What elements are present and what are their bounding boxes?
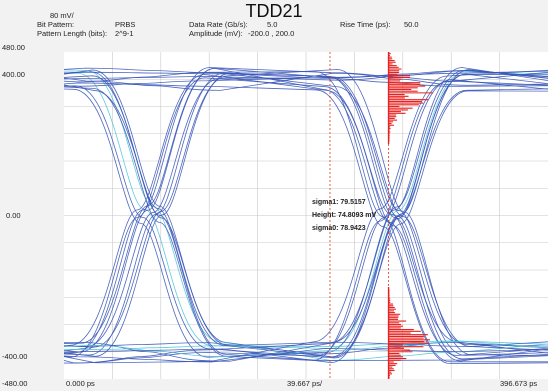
amplitude-value: -200.0 , 200.0 [248,29,295,38]
eye-trace [64,71,548,361]
bit-pattern-value: PRBS [115,20,136,29]
pattern-length-value: 2^9-1 [115,29,134,38]
y-tick-label: 0.00 [6,211,21,220]
eye-diagram-plot [64,52,548,379]
sigma0-annotation: sigma0: 78.9423 [312,225,366,232]
y-tick-label: -400.00 [2,352,28,361]
eye-trace [64,67,548,356]
eye-trace [64,72,548,91]
x-tick-label: 39.667 ps/ [287,379,323,388]
eye-trace [64,73,548,360]
rise-time-value: 50.0 [404,20,419,29]
bit-pattern-label: Bit Pattern: [37,20,75,29]
eye-trace [64,69,548,362]
eye-trace [64,348,548,363]
eye-trace [64,82,548,365]
height-annotation: Height: 74.8093 mV [312,212,377,219]
eye-trace [64,70,548,81]
data-rate-label: Data Rate (Gb/s): [189,20,248,29]
y-tick-label: 480.00 [2,43,25,52]
eye-trace [64,67,548,356]
eye-trace [64,71,548,358]
x-tick-label: 0.000 ps [66,379,95,388]
chart-title: TDD21 [245,1,303,21]
eye-trace [64,69,548,356]
y-tick-label: 400.00 [2,70,25,79]
y-tick-label: -480.00 [2,379,28,388]
scale-per-division: 80 mV/ [50,11,74,20]
eye-trace [64,70,548,87]
eye-trace [64,74,548,362]
eye-trace [64,67,548,354]
eye-trace [64,75,548,362]
eye-trace [64,73,548,363]
histogram [387,52,434,379]
eye-trace [64,342,548,355]
eye-trace [64,71,548,347]
eye-trace [64,70,548,364]
eye-trace [64,71,548,349]
eye-trace [64,84,548,346]
data-rate-value: 5.0 [267,20,278,29]
eye-traces [64,67,548,365]
eye-trace [64,79,548,364]
eye-trace [64,67,548,358]
eye-trace [64,341,548,364]
eye-trace [64,69,548,359]
pattern-length-label: Pattern Length (bits): [37,29,108,38]
eye-trace [64,69,548,348]
amplitude-label: Amplitude (mV): [189,29,243,38]
x-tick-label: 396.673 ps [500,379,538,388]
eye-trace [64,340,548,357]
eye-trace [64,71,548,363]
sigma1-annotation: sigma1: 79.5157 [312,199,366,206]
rise-time-label: Rise Time (ps): [340,20,391,29]
